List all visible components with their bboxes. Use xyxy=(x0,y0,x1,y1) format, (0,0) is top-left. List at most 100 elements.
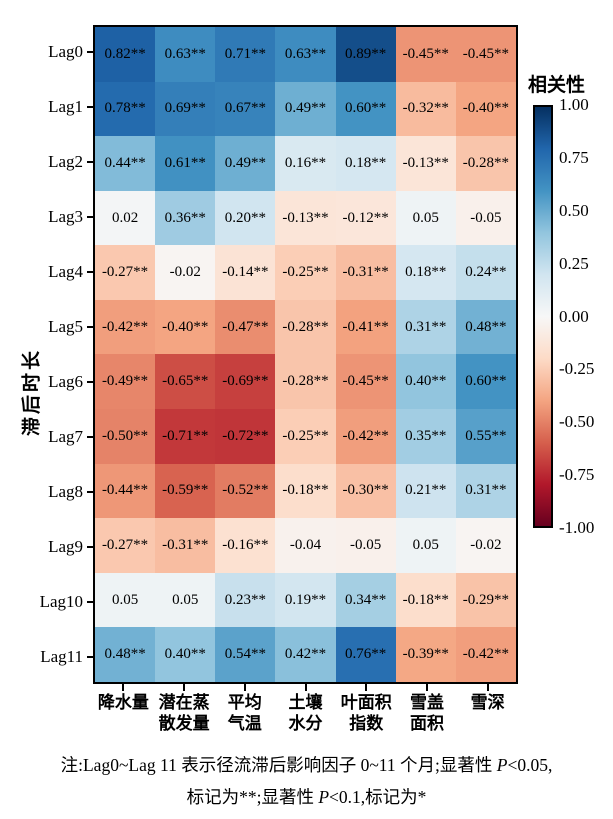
heatmap-cell: 0.23** xyxy=(215,572,276,628)
note-text: 标记为**;显著性 xyxy=(186,787,319,807)
heatmap-cell: 0.71** xyxy=(215,27,276,82)
y-tick-mark xyxy=(87,216,93,219)
y-tick-label: Lag1 xyxy=(48,97,83,117)
note-text: P xyxy=(496,755,508,775)
heatmap-cell: -0.59** xyxy=(155,463,216,519)
heatmap-cell: -0.40** xyxy=(155,299,216,355)
heatmap-cell: -0.25** xyxy=(275,409,336,464)
heatmap-cell: 0.31** xyxy=(455,463,516,519)
heatmap-cell: -0.32** xyxy=(395,81,456,137)
x-axis-tick-marks xyxy=(93,684,518,691)
heatmap-cell: 0.67** xyxy=(215,81,276,137)
note-text: P xyxy=(318,787,330,807)
heatmap-cell: 0.63** xyxy=(155,27,216,82)
heatmap-cell: -0.28** xyxy=(275,354,336,410)
heatmap-grid: 0.82** 0.63** 0.71** 0.63** 0.89** -0.45** -0.… xyxy=(93,25,518,684)
heatmap-cell: -0.18** xyxy=(275,463,336,519)
heatmap-cell: 0.63** xyxy=(275,27,336,82)
heatmap-cell: 0.54** xyxy=(215,627,276,682)
heatmap-cell: -0.52** xyxy=(215,463,276,519)
heatmap-cell: 0.61** xyxy=(155,136,216,191)
heatmap-cell: -0.69** xyxy=(215,354,276,410)
heatmap-cell: -0.05 xyxy=(455,190,516,246)
heatmap-cell: -0.28** xyxy=(275,299,336,355)
heatmap-cell: 0.78** xyxy=(95,81,156,137)
y-tick-label: Lag6 xyxy=(48,371,83,391)
y-tick-mark xyxy=(87,380,93,383)
heatmap-cell: 0.40** xyxy=(395,354,456,410)
heatmap-cell: -0.16** xyxy=(215,518,276,573)
heatmap-cell: -0.45** xyxy=(395,27,456,82)
note-text: 注:Lag0~Lag 11 表示径流滞后影响因子 0~11 个月;显著性 xyxy=(60,755,497,775)
heatmap-cell: -0.44** xyxy=(95,463,156,519)
x-tick-cell xyxy=(214,684,275,691)
y-tick-mark xyxy=(87,106,93,109)
heatmap-cell: -0.27** xyxy=(95,245,156,300)
x-axis-tick-labels: 降水量 潜在蒸 散发量 平均 气温 土壤 水分 叶面积 指数 雪盖 面积 雪深 xyxy=(93,692,518,734)
y-tick-row: Lag9 xyxy=(0,519,93,574)
heatmap-cell: -0.65** xyxy=(155,354,216,410)
heatmap-cell: -0.04 xyxy=(275,518,336,573)
colorbar-tick-labels: 1.00 0.75 0.50 0.25 0.00 -0.25 -0.50 -0.75 -1.00 xyxy=(559,95,613,537)
y-tick-row: Lag8 xyxy=(0,464,93,519)
heatmap-cell: 0.05 xyxy=(395,190,456,246)
colorbar-tick-label: -0.50 xyxy=(559,412,595,432)
y-tick-row: Lag3 xyxy=(0,190,93,245)
heatmap-cell: 0.18** xyxy=(335,136,396,191)
x-tick-cell xyxy=(336,684,397,691)
heatmap-cell: -0.13** xyxy=(275,190,336,246)
heatmap-cell: 0.55** xyxy=(455,409,516,464)
y-tick-row: Lag4 xyxy=(0,245,93,300)
heatmap-cell: -0.29** xyxy=(455,572,516,628)
x-tick-mark xyxy=(243,684,246,691)
heatmap-cell: -0.31** xyxy=(335,245,396,300)
heatmap-cell: -0.49** xyxy=(95,354,156,410)
heatmap-cell: -0.05 xyxy=(335,518,396,573)
y-tick-row: Lag6 xyxy=(0,355,93,410)
heatmap-cell: 0.18** xyxy=(395,245,456,300)
y-tick-row: Lag2 xyxy=(0,135,93,190)
y-tick-row: Lag5 xyxy=(0,300,93,355)
heatmap-cell: -0.42** xyxy=(95,299,156,355)
colorbar-tick-label: 0.50 xyxy=(559,200,589,220)
heatmap-cell: -0.25** xyxy=(275,245,336,300)
y-tick-label: Lag7 xyxy=(48,426,83,446)
heatmap-cell: 0.36** xyxy=(155,190,216,246)
heatmap-cell: -0.14** xyxy=(215,245,276,300)
heatmap-cell: -0.12** xyxy=(335,190,396,246)
y-tick-mark xyxy=(87,435,93,438)
heatmap-cell: -0.50** xyxy=(95,409,156,464)
heatmap-cell: -0.18** xyxy=(395,572,456,628)
heatmap-cell: 0.76** xyxy=(335,627,396,682)
x-tick-cell xyxy=(275,684,336,691)
heatmap-cell: -0.02 xyxy=(155,245,216,300)
x-tick-label: 雪深 xyxy=(470,693,505,712)
heatmap-cell: 0.35** xyxy=(395,409,456,464)
y-tick-mark xyxy=(87,490,93,493)
heatmap-cell: 0.48** xyxy=(455,299,516,355)
x-tick-label: 叶面积 指数 xyxy=(340,693,392,733)
heatmap-cell: -0.71** xyxy=(155,409,216,464)
y-tick-mark xyxy=(87,271,93,274)
heatmap-cell: -0.47** xyxy=(215,299,276,355)
x-tick-mark xyxy=(486,684,489,691)
heatmap-cell: 0.69** xyxy=(155,81,216,137)
heatmap-cell: 0.31** xyxy=(395,299,456,355)
heatmap-cell: -0.42** xyxy=(455,627,516,682)
x-tick-label: 潜在蒸 散发量 xyxy=(158,693,210,733)
y-tick-row: Lag11 xyxy=(0,629,93,684)
heatmap-cell: -0.40** xyxy=(455,81,516,137)
y-tick-label: Lag10 xyxy=(39,591,83,611)
heatmap-cell: -0.39** xyxy=(395,627,456,682)
figure-note: 注:Lag0~Lag 11 表示径流滞后影响因子 0~11 个月;显著性 P<0… xyxy=(0,749,613,813)
heatmap-cell: 0.34** xyxy=(335,572,396,628)
heatmap-cell: -0.27** xyxy=(95,518,156,573)
x-tick-mark xyxy=(304,684,307,691)
heatmap-cell: 0.44** xyxy=(95,136,156,191)
y-tick-mark xyxy=(87,51,93,54)
x-tick-mark xyxy=(425,684,428,691)
y-tick-label: Lag3 xyxy=(48,207,83,227)
heatmap-cell: 0.89** xyxy=(335,27,396,82)
heatmap-cell: 0.05 xyxy=(395,518,456,573)
